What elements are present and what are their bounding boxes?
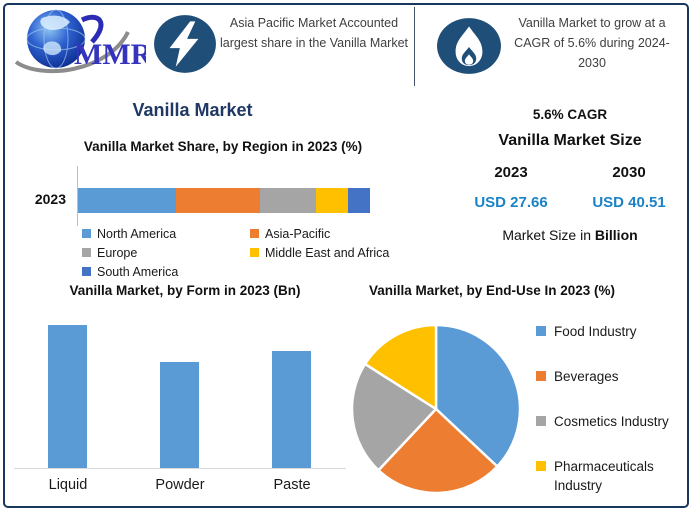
value-end: USD 40.51: [592, 194, 666, 211]
year-end: 2030: [612, 164, 646, 181]
legend-item-south-america: South America: [82, 264, 250, 280]
legend-swatch: [536, 461, 546, 471]
legend-label: Pharmaceuticals Industry: [554, 459, 654, 493]
header-right-card-text: Vanilla Market to grow at a CAGR of 5.6%…: [514, 16, 670, 70]
legend-label: North America: [97, 227, 177, 241]
region-segment-middle-east-and-africa: [315, 188, 349, 213]
region-stacked-bar: [78, 188, 370, 213]
pie-slice-cosmetics-industry: [350, 362, 438, 472]
legend-item-europe: Europe: [82, 245, 250, 261]
region-segment-asia-pacific: [175, 188, 261, 213]
market-size-values: USD 27.66 USD 40.51: [452, 194, 688, 211]
logo-swoosh: [14, 31, 130, 74]
legend-label: Middle East and Africa: [265, 246, 390, 260]
unit-prefix: Market Size in: [502, 227, 595, 243]
flame-icon: [437, 18, 501, 74]
bar-label-powder: Powder: [155, 477, 205, 493]
region-legend: North America Asia-Pacific Europe Middle Ea…: [82, 226, 402, 280]
header-divider: [414, 7, 415, 86]
legend-item-middle-east-and-africa: Middle East and Africa: [250, 245, 402, 261]
page-title: Vanilla Market: [132, 100, 253, 120]
legend-item-asia-pacific: Asia-Pacific: [250, 226, 402, 242]
mmr-logo: MMR: [14, 9, 146, 74]
market-size-unit: Market Size in Billion: [452, 227, 688, 243]
legend-item-pharmaceuticals-industry: Pharmaceuticals Industry: [536, 457, 688, 495]
pie-slice-pharmaceuticals-industry: [363, 323, 438, 411]
header-left-card-text: Asia Pacific Market Accounted largest sh…: [219, 16, 409, 50]
bar-powder: [160, 362, 199, 468]
legend-label: Europe: [97, 246, 138, 260]
legend-swatch: [82, 248, 91, 257]
bar-paste: [272, 351, 311, 468]
legend-swatch: [536, 416, 546, 426]
pie-legend: Food Industry Beverages Cosmetics Industry…: [536, 322, 692, 511]
legend-swatch: [536, 326, 546, 336]
legend-label: Beverages: [554, 369, 619, 384]
region-segment-north-america: [78, 188, 176, 213]
bar-liquid: [48, 325, 87, 468]
form-x-axis: [14, 468, 346, 469]
legend-swatch: [536, 371, 546, 381]
bar-label-paste: Paste: [273, 477, 311, 493]
lightning-icon: [154, 15, 216, 73]
legend-swatch: [250, 248, 259, 257]
bar-label-liquid: Liquid: [48, 477, 88, 493]
legend-label: Food Industry: [554, 324, 637, 339]
legend-swatch: [82, 229, 91, 238]
region-category-label: 2023: [34, 191, 66, 207]
form-chart-title: Vanilla Market, by Form in 2023 (Bn): [69, 283, 301, 298]
legend-swatch: [82, 267, 91, 276]
cagr-text: 5.6% CAGR: [532, 107, 608, 122]
logo-accent-swoosh: [80, 14, 104, 44]
form-bars: [12, 325, 346, 468]
market-size-title: Vanilla Market Size: [498, 132, 642, 149]
legend-item-beverages: Beverages: [536, 367, 688, 386]
form-labels: Liquid Powder Paste: [12, 477, 346, 499]
region-chart-title: Vanilla Market Share, by Region in 2023 …: [83, 139, 363, 154]
legend-label: Asia-Pacific: [265, 227, 331, 241]
region-segment-south-america: [348, 188, 370, 213]
pie-slice-food-industry: [434, 323, 522, 468]
legend-item-cosmetics-industry: Cosmetics Industry: [536, 412, 688, 431]
legend-label: South America: [97, 265, 179, 279]
legend-item-north-america: North America: [82, 226, 250, 242]
unit-bold: Billion: [594, 227, 638, 243]
legend-item-food-industry: Food Industry: [536, 322, 688, 341]
region-segment-europe: [260, 188, 316, 213]
year-start: 2023: [494, 164, 528, 181]
logo-text: MMR: [74, 38, 146, 71]
region-y-axis: [77, 166, 78, 226]
pie-slice-beverages: [377, 407, 499, 495]
legend-swatch: [250, 229, 259, 238]
pie-chart-title: Vanilla Market, by End-Use In 2023 (%): [368, 283, 616, 298]
legend-label: Cosmetics Industry: [554, 414, 669, 429]
market-size-years: 2023 2030: [452, 164, 688, 181]
value-start: USD 27.66: [474, 194, 548, 211]
pie-svg: [350, 323, 522, 495]
